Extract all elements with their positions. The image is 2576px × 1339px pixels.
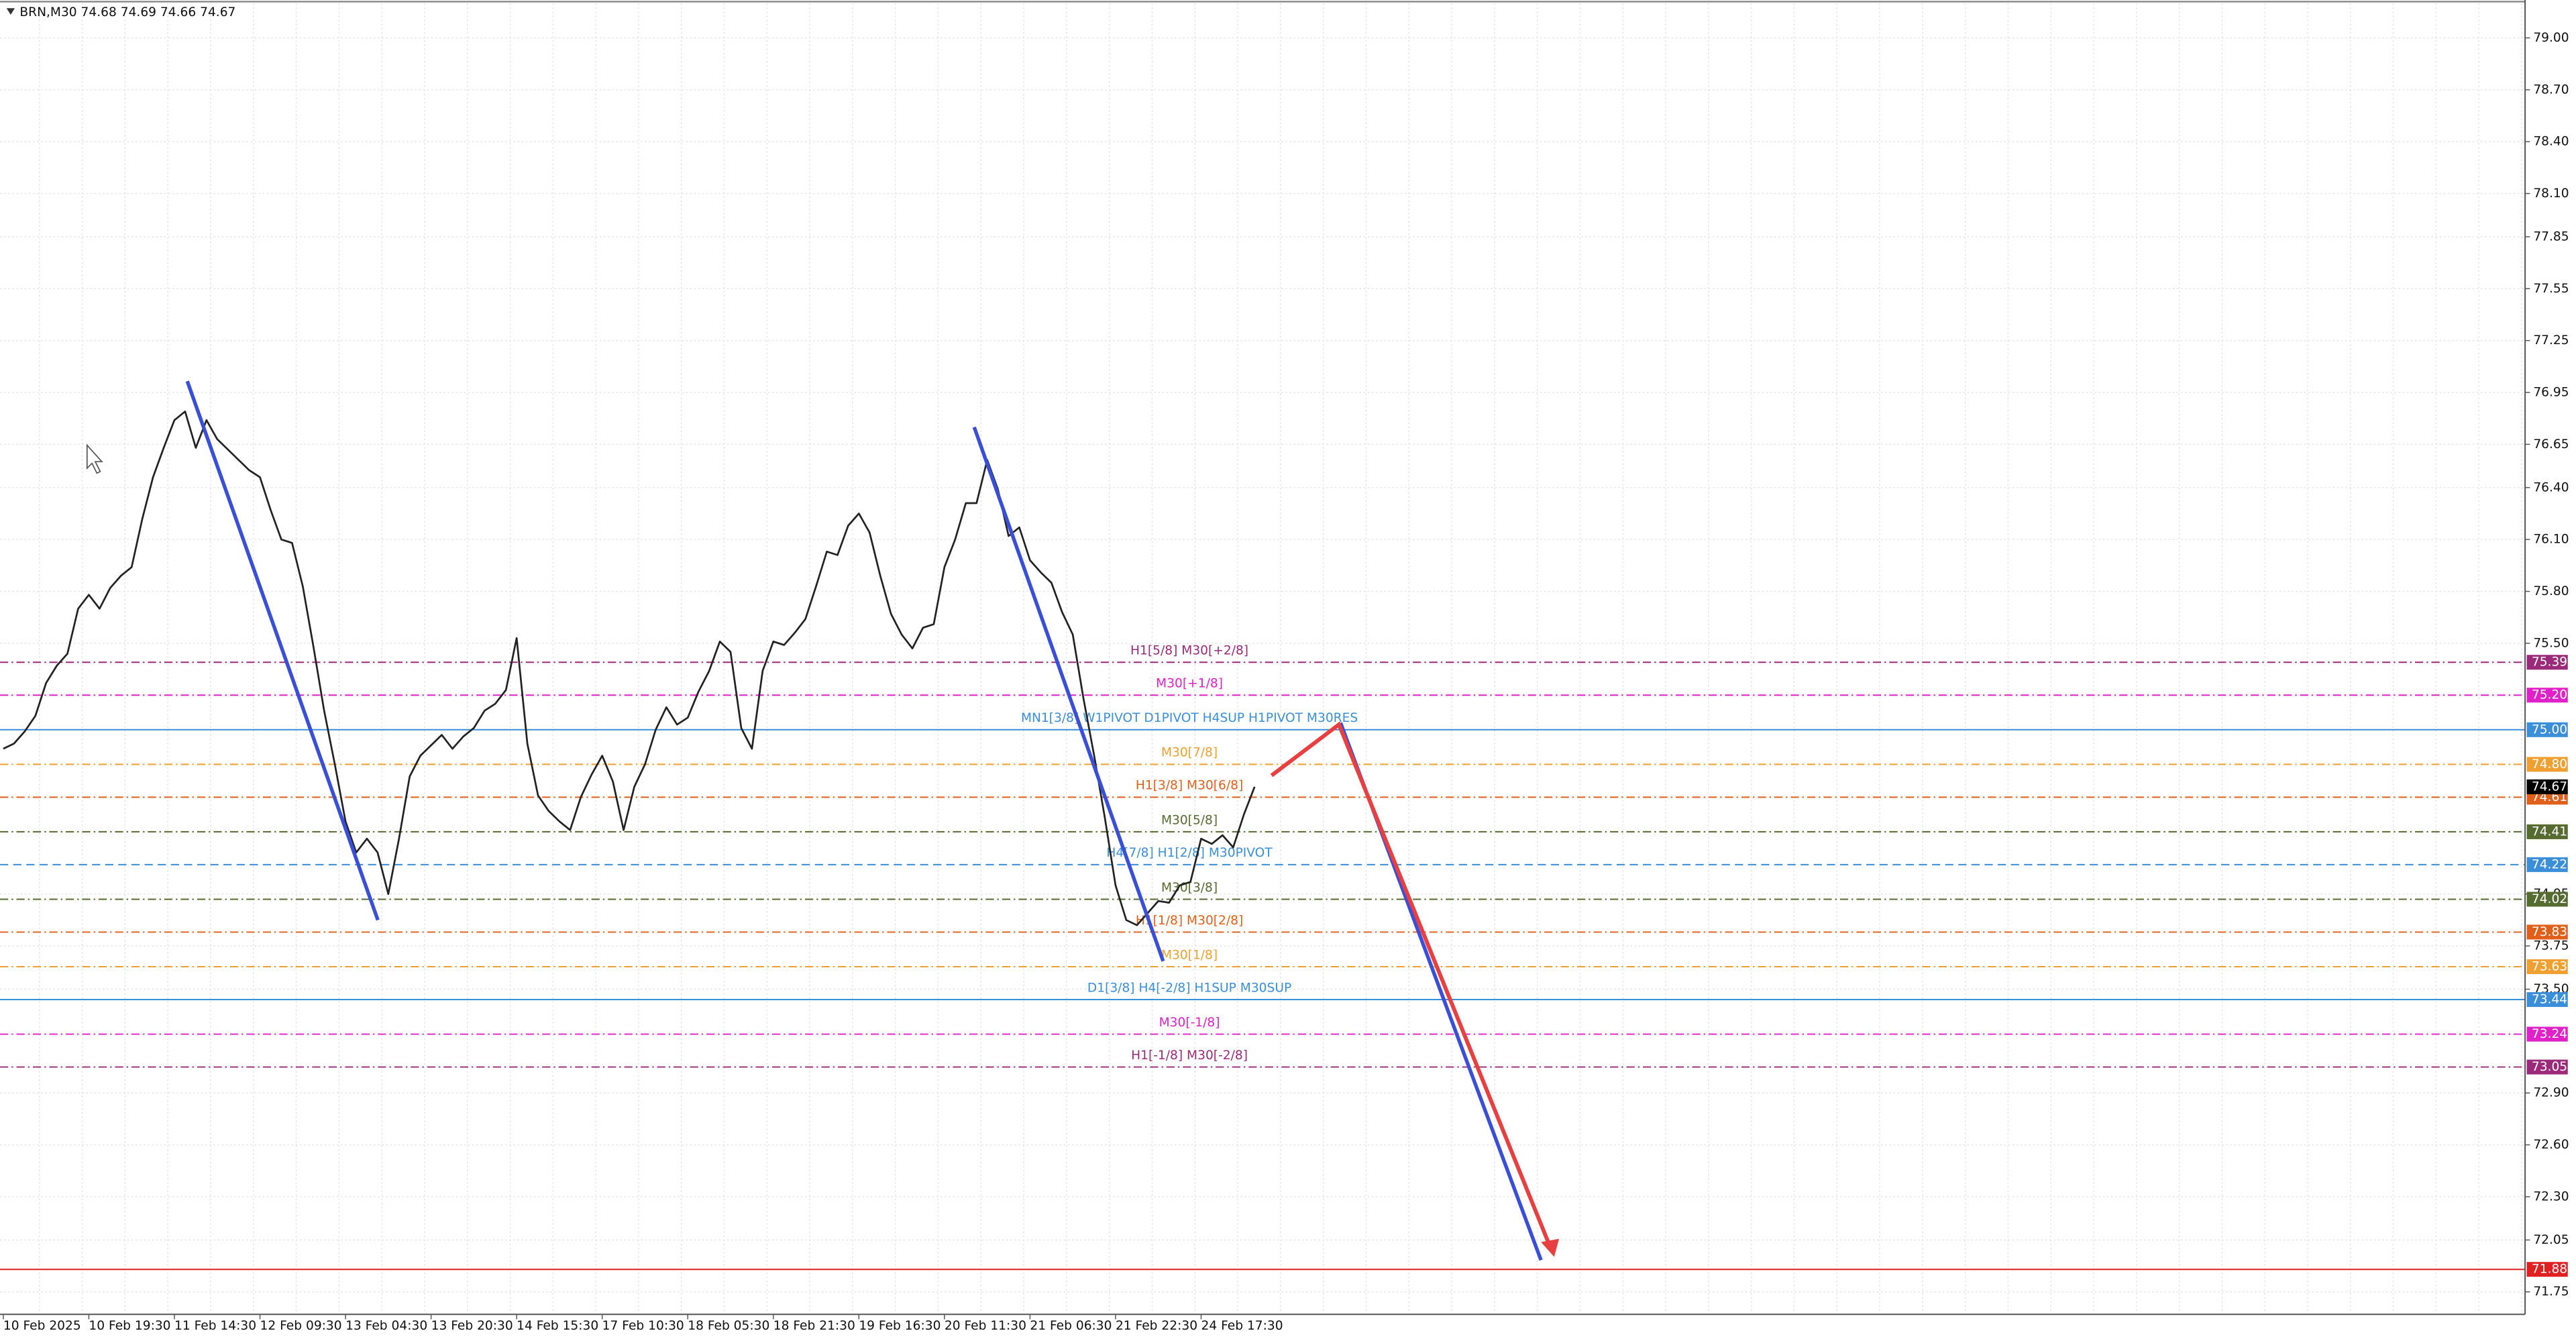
level-price-box — [2526, 824, 2568, 839]
level-text: M30[-1/8] — [1159, 1016, 1220, 1030]
header-icon — [6, 8, 15, 15]
y-tick-label: 72.60 — [2533, 1138, 2569, 1152]
level-price-label: 75.39 — [2532, 655, 2567, 670]
level-price-label: 75.00 — [2532, 722, 2567, 737]
level-text: H1[3/8] M30[6/8] — [1136, 779, 1243, 793]
price-line — [3, 411, 1256, 926]
arrow-head — [1541, 1238, 1560, 1257]
level-price-label: 74.02 — [2532, 892, 2567, 906]
x-tick-label: 21 Feb 22:30 — [1116, 1319, 1197, 1333]
y-tick-label: 79.00 — [2533, 31, 2569, 45]
y-tick-label: 72.90 — [2533, 1086, 2569, 1100]
y-tick-label: 76.10 — [2533, 533, 2569, 547]
level-text: D1[3/8] H4[-2/8] H1SUP M30SUP — [1087, 981, 1291, 995]
level-text: H1[1/8] M30[2/8] — [1136, 914, 1243, 928]
level-text: M30[1/8] — [1161, 948, 1218, 962]
level-price-label: 73.83 — [2532, 925, 2567, 939]
level-text: MN1[3/8] W1PIVOT D1PIVOT H4SUP H1PIVOT M… — [1021, 711, 1358, 725]
level-price-box — [2526, 757, 2568, 772]
x-tick-label: 20 Feb 11:30 — [945, 1319, 1026, 1333]
x-tick-label: 14 Feb 15:30 — [517, 1319, 598, 1333]
y-tick-label: 77.25 — [2533, 333, 2569, 347]
level-price-box — [2526, 688, 2568, 703]
y-tick-label: 72.30 — [2533, 1189, 2569, 1203]
level-text: M30[+1/8] — [1156, 677, 1223, 691]
current-price-label: 74.67 — [2532, 780, 2567, 794]
x-tick-label: 11 Feb 14:30 — [174, 1319, 256, 1333]
y-tick-label: 75.50 — [2533, 636, 2569, 650]
y-tick-label: 78.10 — [2533, 186, 2569, 201]
y-tick-label: 77.85 — [2533, 229, 2569, 244]
x-tick-label: 13 Feb 04:30 — [345, 1319, 427, 1333]
level-price-box — [2526, 959, 2568, 975]
grid — [0, 3, 2526, 1315]
trend-lines — [86, 380, 1560, 1261]
level-text: M30[5/8] — [1161, 813, 1218, 827]
level-price-box — [2526, 992, 2568, 1008]
y-tick-label: 72.05 — [2533, 1233, 2569, 1247]
forecast-arrow — [1270, 721, 1553, 1250]
x-tick-label: 10 Feb 19:30 — [89, 1319, 170, 1333]
level-text: M30[7/8] — [1161, 746, 1218, 760]
level-price-label: 73.63 — [2532, 960, 2567, 974]
y-tick-label: 76.65 — [2533, 437, 2569, 451]
level-price-label: 73.44 — [2532, 993, 2567, 1007]
level-price-box — [2526, 722, 2568, 737]
x-tick-label: 13 Feb 20:30 — [431, 1319, 513, 1333]
y-tick-label: 75.80 — [2533, 584, 2569, 598]
price — [3, 411, 1256, 926]
level-text: H4[7/8] H1[2/8] M30PIVOT — [1106, 846, 1273, 860]
y-tick-label: 71.75 — [2533, 1285, 2569, 1299]
level-price-label: 73.24 — [2532, 1027, 2567, 1041]
level-text: H1[5/8] M30[+2/8] — [1130, 644, 1248, 658]
level-price-box — [2526, 655, 2568, 670]
level-text: H1[-1/8] M30[-2/8] — [1131, 1049, 1248, 1063]
x-tick-label: 12 Feb 09:30 — [260, 1319, 342, 1333]
current-price-box — [2526, 779, 2568, 794]
level-price-label: 71.88 — [2532, 1263, 2567, 1277]
x-tick-label: 18 Feb 21:30 — [773, 1319, 855, 1333]
x-tick-label: 24 Feb 17:30 — [1201, 1319, 1283, 1333]
level-price-label: 73.05 — [2532, 1060, 2567, 1074]
x-tick-label: 17 Feb 10:30 — [602, 1319, 684, 1333]
x-tick-label: 18 Feb 05:30 — [688, 1319, 769, 1333]
level-price-box — [2526, 857, 2568, 872]
chart-title: BRN,M30 74.68 74.69 74.66 74.67 — [19, 5, 235, 19]
y-tick-label: 73.75 — [2533, 939, 2569, 953]
y-tick-label: 78.70 — [2533, 83, 2569, 97]
x-tick-label: 10 Feb 2025 — [3, 1319, 81, 1333]
trend-line — [185, 380, 380, 921]
levels: H1[5/8] M30[+2/8] M30[+1/8] MN1[3/8] W1PIV… — [0, 644, 2526, 1271]
level-price-box — [2526, 924, 2568, 940]
x-tick-label: 21 Feb 06:30 — [1030, 1319, 1112, 1333]
level-price-label: 74.22 — [2532, 857, 2567, 871]
y-tick-label: 77.55 — [2533, 282, 2569, 296]
level-price-label: 74.41 — [2532, 824, 2567, 839]
level-price-box — [2526, 1262, 2568, 1277]
x-tick-label: 19 Feb 16:30 — [859, 1319, 941, 1333]
level-price-label: 75.20 — [2532, 688, 2567, 702]
trend-line — [972, 426, 1165, 962]
y-tick-label: 76.40 — [2533, 480, 2569, 494]
axes: 79.00 78.70 78.40 78.10 77.85 77.55 77.25 76.95… — [3, 31, 2569, 1333]
mouse-cursor — [86, 443, 103, 474]
level-price-box — [2526, 1026, 2568, 1042]
level-price-box — [2526, 892, 2568, 907]
level-price-label: 74.80 — [2532, 757, 2567, 771]
y-tick-label: 78.40 — [2533, 135, 2569, 149]
y-tick-label: 76.95 — [2533, 386, 2569, 400]
level-price-box — [2526, 1059, 2568, 1075]
